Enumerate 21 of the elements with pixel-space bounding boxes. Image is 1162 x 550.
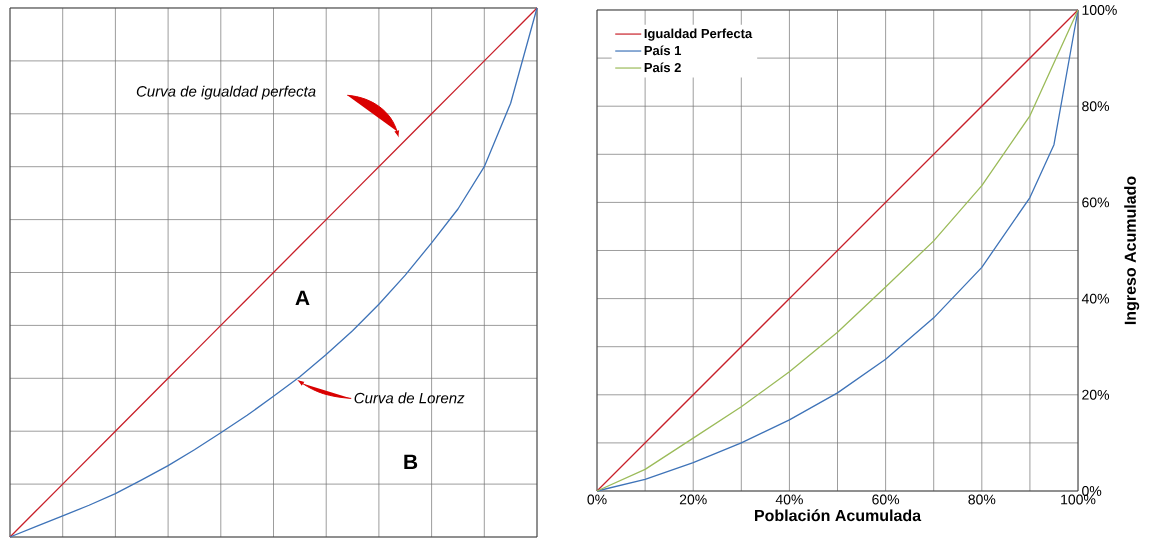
y-tick-label: 40% (1081, 293, 1110, 304)
legend-label: País 1 (644, 45, 682, 56)
legend-label: País 2 (644, 62, 681, 73)
annotation: Curva de Lorenz (354, 392, 465, 404)
x-tick-label: 40% (775, 494, 803, 505)
annotation: B (404, 454, 418, 470)
y-tick-label: 80% (1082, 101, 1110, 112)
x-tick-label: 100% (1061, 494, 1096, 505)
legend-label: Igualdad Perfecta (644, 28, 753, 41)
annotation: Curva de igualdad perfecta (136, 85, 316, 100)
annotation: A (295, 290, 310, 306)
y-tick-label: 100% (1082, 5, 1117, 15)
y-axis-title: Ingreso Acumulado (1124, 176, 1140, 325)
y-tick-label: 60% (1082, 197, 1110, 208)
x-tick-label: 80% (968, 494, 996, 505)
x-axis-title: Población Acumulada (755, 509, 922, 522)
y-tick-label: 20% (1082, 389, 1110, 400)
x-tick-label: 0% (587, 494, 607, 505)
x-tick-label: 60% (872, 494, 900, 505)
x-tick-label: 20% (679, 494, 707, 505)
y-tick-label: 0% (1082, 486, 1102, 496)
